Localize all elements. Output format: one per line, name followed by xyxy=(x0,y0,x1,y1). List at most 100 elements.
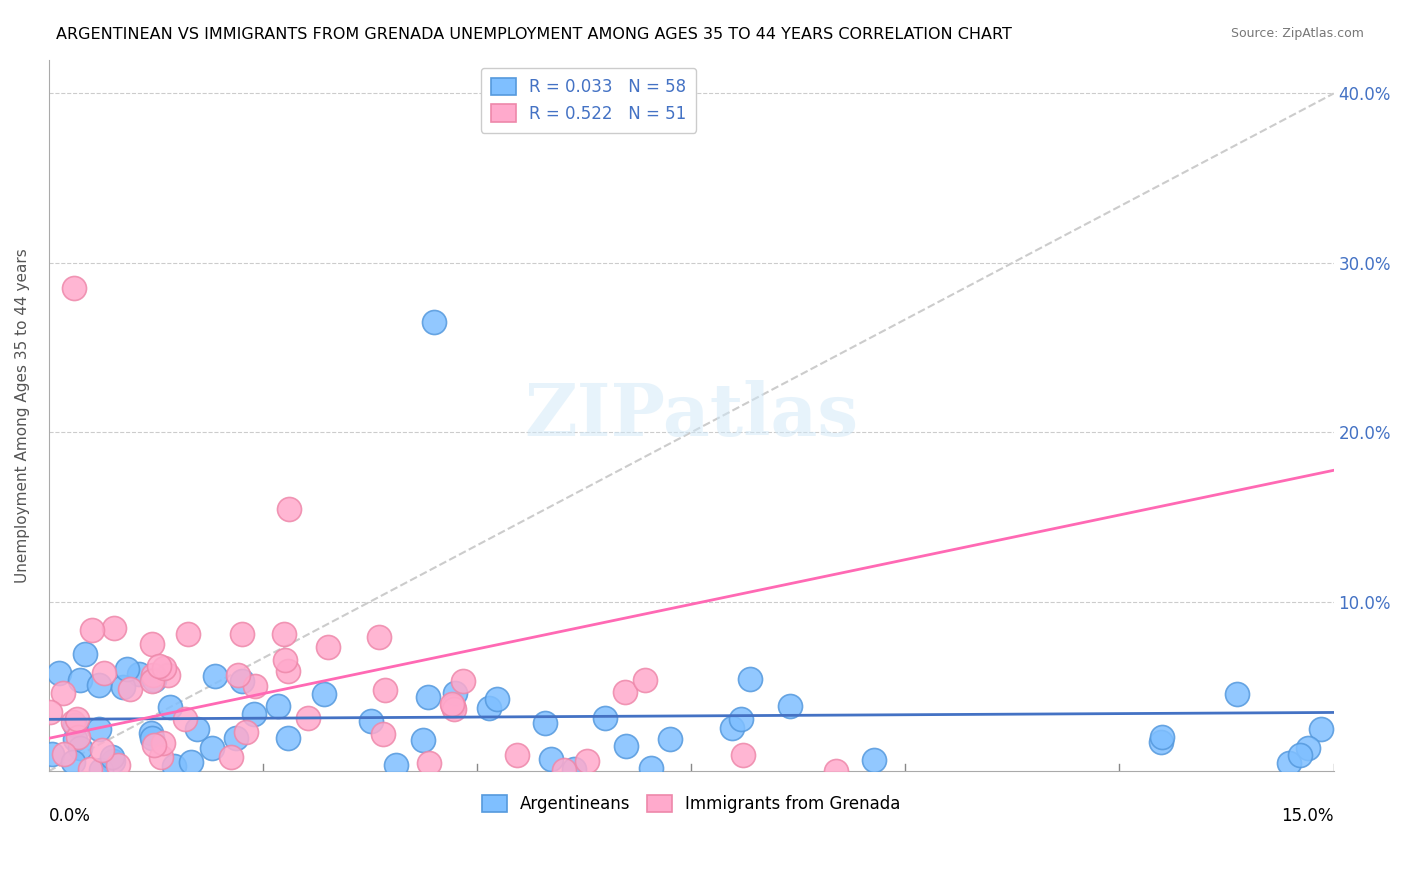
Point xyxy=(63,281,86,295)
Point xyxy=(721,721,744,735)
Point xyxy=(418,690,440,704)
Point xyxy=(423,315,446,329)
Point xyxy=(174,713,197,727)
Point xyxy=(65,718,87,732)
Point xyxy=(67,730,90,744)
Point xyxy=(142,738,165,752)
Point xyxy=(142,667,165,681)
Point xyxy=(111,681,134,695)
Y-axis label: Unemployment Among Ages 35 to 44 years: Unemployment Among Ages 35 to 44 years xyxy=(15,248,30,582)
Point xyxy=(277,664,299,678)
Point xyxy=(267,699,290,714)
Point xyxy=(141,731,163,745)
Point xyxy=(38,705,60,719)
Point xyxy=(614,739,637,753)
Point xyxy=(441,697,464,711)
Point xyxy=(613,685,636,699)
Point xyxy=(141,674,163,689)
Point xyxy=(314,687,336,701)
Point xyxy=(180,756,202,770)
Point xyxy=(277,501,299,516)
Point xyxy=(1150,734,1173,748)
Point xyxy=(1152,731,1174,745)
Point xyxy=(65,731,87,746)
Point xyxy=(87,678,110,692)
Point xyxy=(142,673,165,687)
Point xyxy=(82,623,104,637)
Point xyxy=(824,764,846,778)
Point xyxy=(69,740,91,755)
Point xyxy=(153,661,176,675)
Point xyxy=(478,700,501,714)
Point xyxy=(385,757,408,772)
Point xyxy=(360,714,382,728)
Point xyxy=(1309,723,1331,737)
Point xyxy=(75,647,97,661)
Point xyxy=(738,672,761,686)
Point xyxy=(66,712,89,726)
Point xyxy=(103,621,125,635)
Text: Source: ZipAtlas.com: Source: ZipAtlas.com xyxy=(1230,27,1364,40)
Point xyxy=(634,673,657,687)
Point xyxy=(863,753,886,767)
Point xyxy=(219,750,242,764)
Point xyxy=(93,665,115,680)
Point xyxy=(91,743,114,757)
Point xyxy=(53,747,76,761)
Point xyxy=(540,752,562,766)
Point xyxy=(368,631,391,645)
Point xyxy=(274,653,297,667)
Point xyxy=(201,740,224,755)
Point xyxy=(730,713,752,727)
Text: 0.0%: 0.0% xyxy=(49,806,90,825)
Point xyxy=(149,750,172,764)
Point xyxy=(506,747,529,762)
Point xyxy=(231,627,253,641)
Point xyxy=(107,758,129,772)
Point xyxy=(243,680,266,694)
Point xyxy=(373,727,395,741)
Point xyxy=(69,673,91,687)
Point xyxy=(204,669,226,683)
Point xyxy=(576,754,599,768)
Point xyxy=(79,762,101,776)
Text: ARGENTINEAN VS IMMIGRANTS FROM GRENADA UNEMPLOYMENT AMONG AGES 35 TO 44 YEARS CO: ARGENTINEAN VS IMMIGRANTS FROM GRENADA U… xyxy=(56,27,1012,42)
Point xyxy=(41,747,63,762)
Point xyxy=(100,750,122,764)
Point xyxy=(101,754,124,768)
Point xyxy=(235,724,257,739)
Point xyxy=(658,732,681,747)
Point xyxy=(1289,747,1312,762)
Legend: Argentineans, Immigrants from Grenada: Argentineans, Immigrants from Grenada xyxy=(475,789,907,820)
Point xyxy=(148,658,170,673)
Point xyxy=(297,711,319,725)
Point xyxy=(242,707,264,722)
Point xyxy=(157,667,180,681)
Point xyxy=(48,665,70,680)
Point xyxy=(62,756,84,770)
Point xyxy=(486,691,509,706)
Point xyxy=(451,673,474,688)
Point xyxy=(186,722,208,736)
Point xyxy=(273,627,295,641)
Point xyxy=(374,683,396,698)
Point xyxy=(159,699,181,714)
Point xyxy=(231,673,253,688)
Point xyxy=(226,667,249,681)
Point xyxy=(1277,756,1299,771)
Point xyxy=(779,699,801,714)
Point xyxy=(731,747,754,762)
Point xyxy=(418,756,440,770)
Point xyxy=(141,725,163,739)
Point xyxy=(443,702,465,716)
Point xyxy=(120,682,142,697)
Point xyxy=(87,722,110,736)
Point xyxy=(163,758,186,772)
Point xyxy=(177,627,200,641)
Point xyxy=(316,640,339,654)
Text: 15.0%: 15.0% xyxy=(1281,806,1334,825)
Point xyxy=(412,732,434,747)
Point xyxy=(593,711,616,725)
Point xyxy=(62,715,84,730)
Point xyxy=(52,686,75,700)
